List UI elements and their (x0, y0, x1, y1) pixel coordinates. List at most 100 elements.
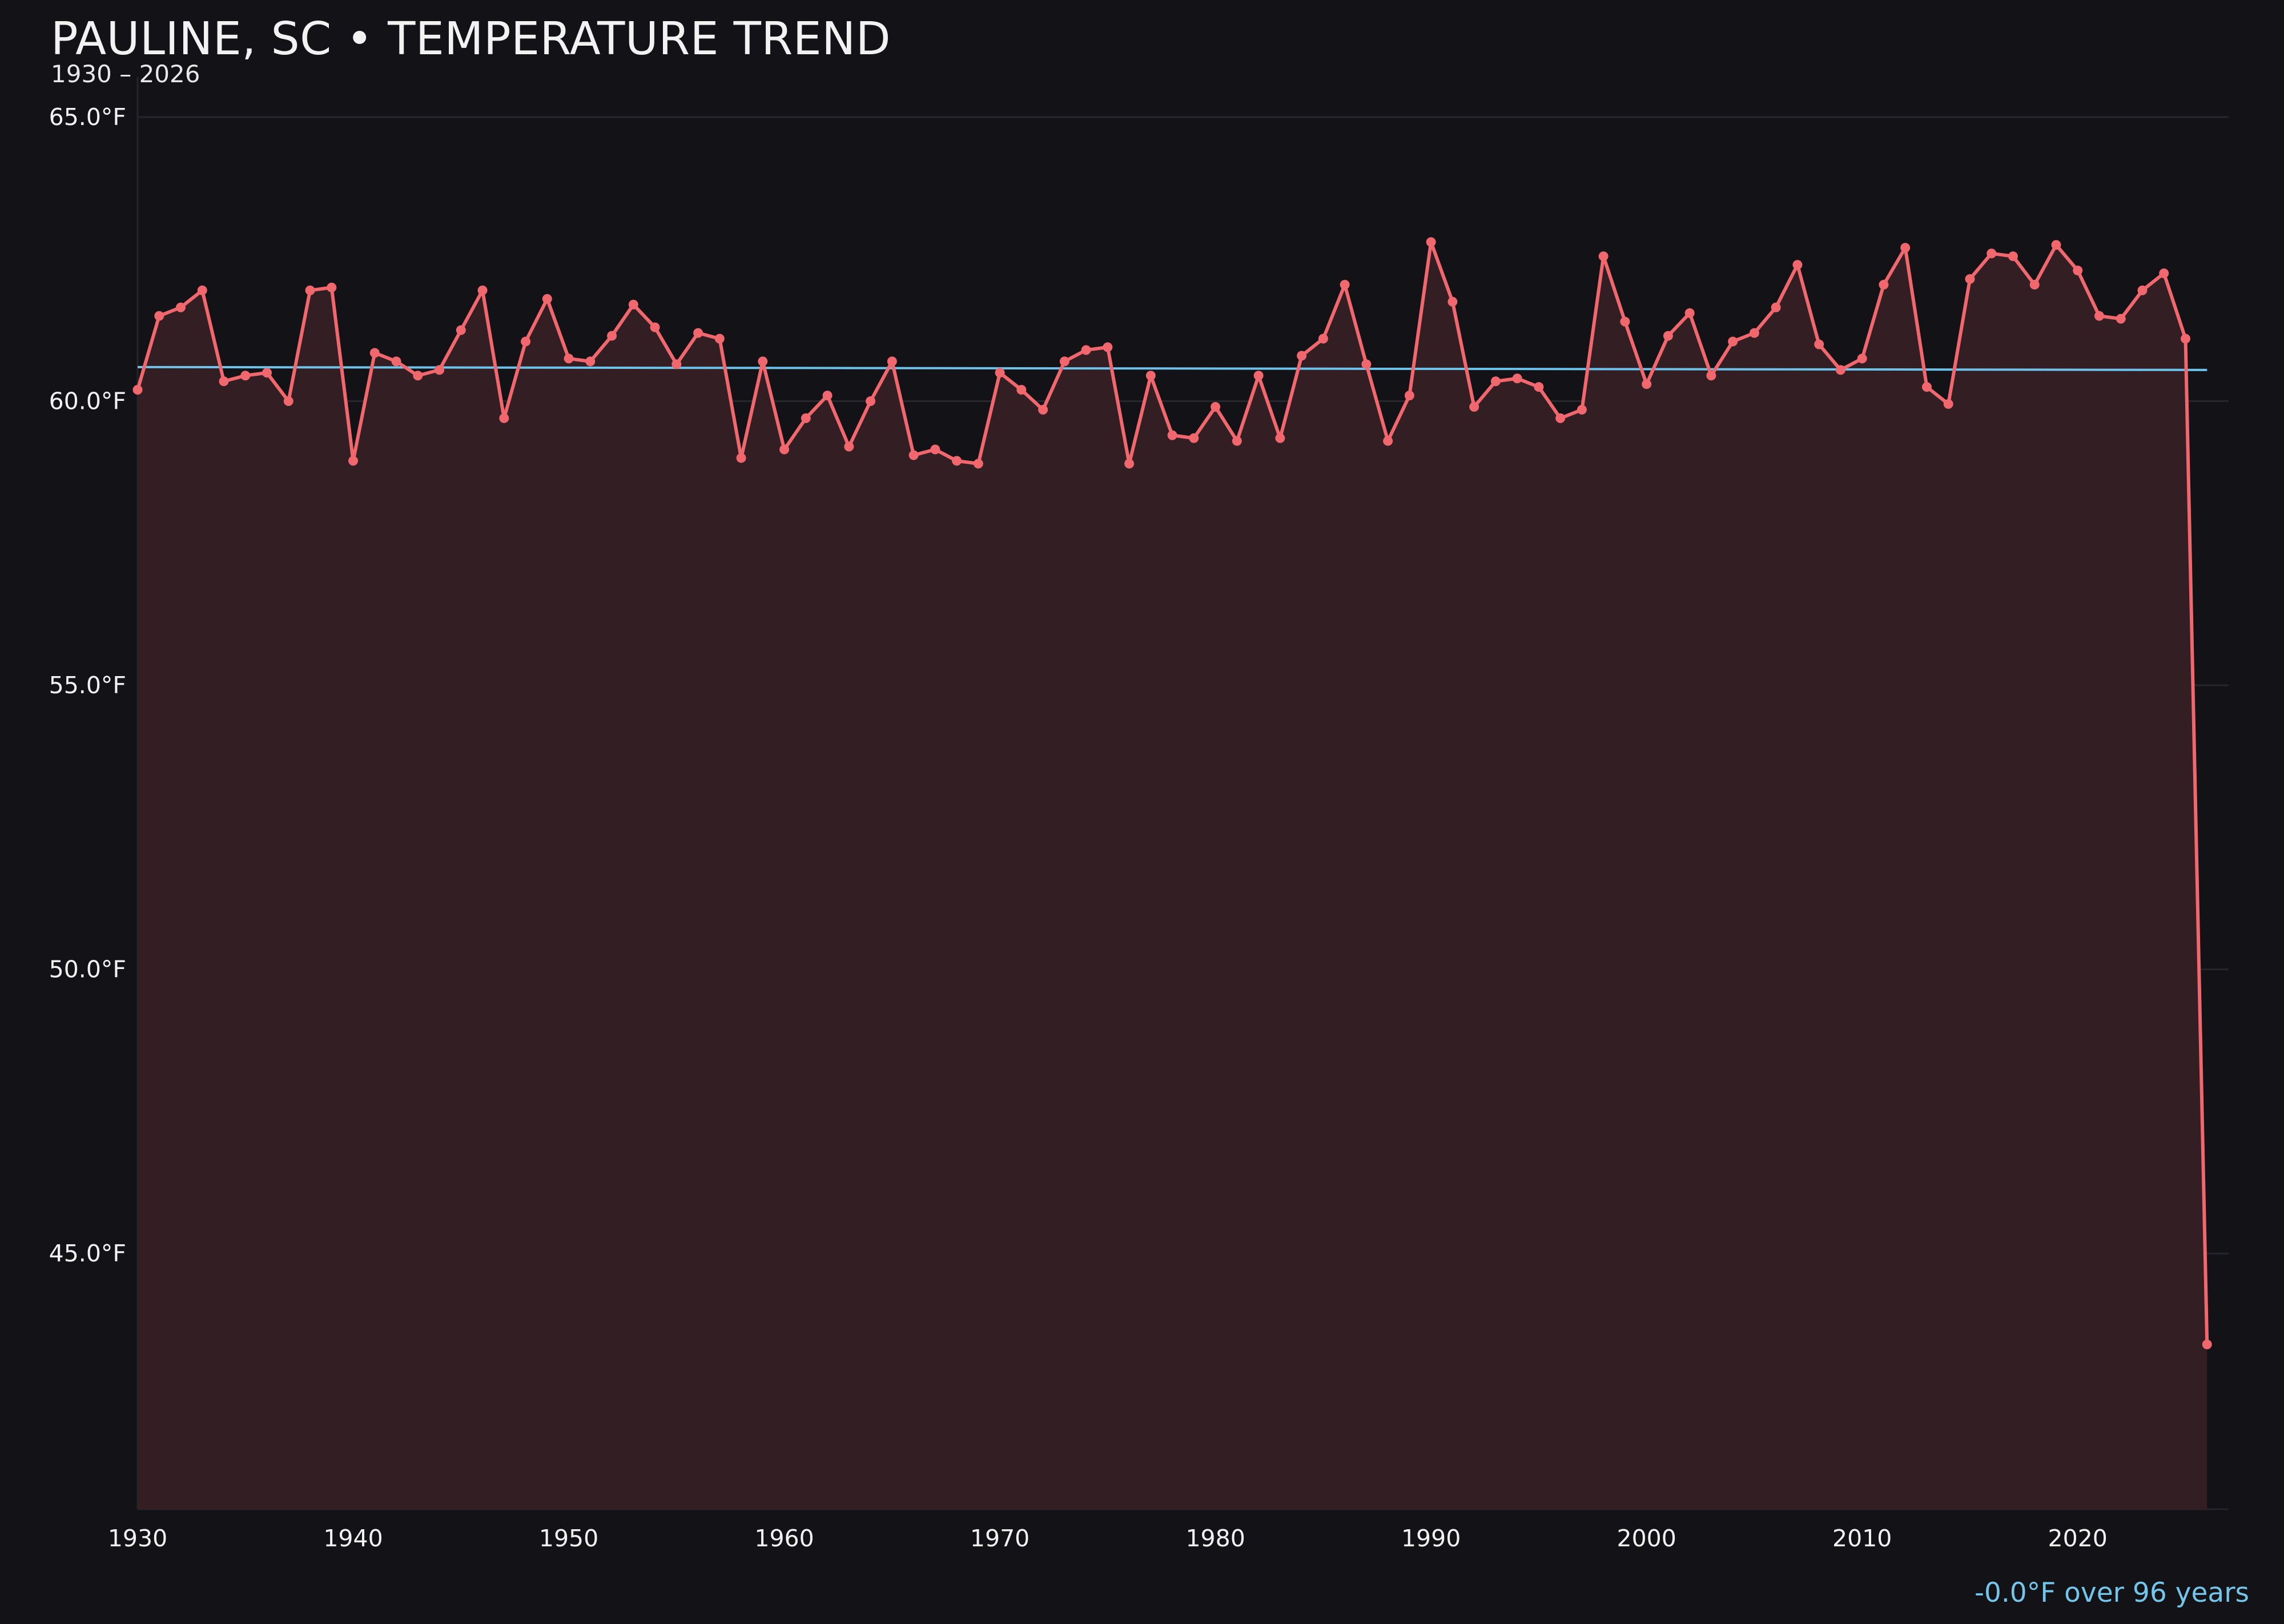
data-point (714, 333, 725, 344)
data-point (607, 331, 617, 341)
x-tick-label: 1930 (108, 1525, 167, 1552)
data-point (1447, 296, 1458, 307)
y-tick-label: 55.0°F (49, 672, 126, 699)
data-point (391, 356, 401, 367)
data-point (1771, 302, 1781, 312)
data-point (521, 336, 531, 347)
data-point (1016, 385, 1027, 395)
data-point (1555, 413, 1566, 423)
data-point (154, 311, 164, 321)
data-point (564, 353, 574, 364)
data-point (132, 385, 143, 395)
data-point (219, 376, 229, 387)
data-point (1598, 251, 1609, 262)
data-point (2137, 286, 2148, 296)
data-point (585, 356, 596, 367)
x-axis-tick-labels: 1930 1940 1950 1960 1970 1980 1990 2000 2010 2020 (108, 1525, 2108, 1552)
data-point (908, 450, 919, 460)
data-point (2180, 333, 2190, 344)
y-tick-label: 60.0°F (49, 388, 126, 415)
data-point (822, 391, 833, 401)
data-point (240, 371, 251, 381)
data-point (1124, 459, 1135, 469)
data-point (1900, 243, 1911, 253)
series-markers (132, 237, 2212, 1349)
data-point (2202, 1339, 2212, 1349)
data-point (1383, 436, 1393, 446)
data-point (1038, 404, 1048, 415)
data-point (2008, 251, 2018, 262)
trend-line (137, 365, 2207, 371)
data-point (1404, 391, 1414, 401)
data-point (435, 365, 445, 375)
trend-line-layer (137, 365, 2207, 371)
data-point (283, 396, 293, 407)
data-point (1943, 399, 1953, 409)
data-point (1663, 331, 1673, 341)
data-point (1469, 402, 1479, 412)
data-point (499, 413, 509, 423)
data-point (1987, 248, 1997, 259)
data-point (2073, 266, 2083, 276)
data-point (2051, 240, 2061, 250)
data-point (1253, 371, 1264, 381)
data-point (542, 294, 552, 304)
data-point (973, 459, 983, 469)
data-point (1297, 351, 1307, 361)
data-point (1081, 345, 1091, 355)
data-point (779, 444, 790, 455)
data-point (1059, 356, 1069, 367)
data-point (1728, 336, 1738, 347)
data-point (1706, 371, 1716, 381)
data-point (305, 286, 315, 296)
data-point (176, 302, 186, 312)
data-point (1426, 237, 1436, 247)
y-axis-tick-labels: 45.0°F 50.0°F 55.0°F 60.0°F 65.0°F (49, 103, 126, 1267)
chart-title: PAULINE, SC • TEMPERATURE TREND (51, 13, 891, 65)
data-point (1145, 371, 1156, 381)
data-point (2116, 313, 2126, 324)
data-point (477, 286, 488, 296)
data-point (1642, 379, 1652, 389)
data-point (1814, 339, 1824, 349)
data-point (1749, 328, 1759, 338)
y-tick-label: 50.0°F (49, 956, 126, 983)
data-point (197, 286, 207, 296)
data-point (628, 299, 638, 309)
x-tick-label: 1940 (323, 1525, 383, 1552)
data-point (1361, 359, 1372, 369)
data-point (1534, 382, 1544, 392)
x-tick-label: 1970 (970, 1525, 1030, 1552)
data-point (2159, 268, 2169, 279)
data-point (671, 359, 682, 369)
x-tick-label: 1960 (754, 1525, 814, 1552)
data-point (952, 456, 962, 466)
data-point (2094, 311, 2104, 321)
x-tick-label: 2020 (2048, 1525, 2108, 1552)
series-area-fill (138, 242, 2207, 1510)
data-point (1318, 333, 1328, 344)
trend-annotation: -0.0°F over 96 years (1974, 1577, 2249, 1609)
data-point (1879, 280, 1889, 290)
data-point (1835, 365, 1845, 375)
data-point (262, 368, 272, 378)
x-tick-label: 1990 (1401, 1525, 1461, 1552)
data-point (369, 348, 380, 358)
x-tick-label: 1950 (539, 1525, 598, 1552)
x-tick-label: 1980 (1185, 1525, 1245, 1552)
data-point (866, 396, 876, 407)
data-point (844, 441, 854, 452)
y-tick-label: 65.0°F (49, 103, 126, 131)
data-point (736, 453, 746, 463)
data-point (1620, 316, 1630, 327)
data-point (456, 325, 466, 335)
data-point (413, 371, 423, 381)
data-point (1965, 274, 1975, 284)
data-point (801, 413, 811, 423)
data-point (1512, 373, 1522, 384)
data-point (1684, 308, 1695, 318)
data-point (995, 368, 1005, 378)
series-area (138, 242, 2207, 1510)
